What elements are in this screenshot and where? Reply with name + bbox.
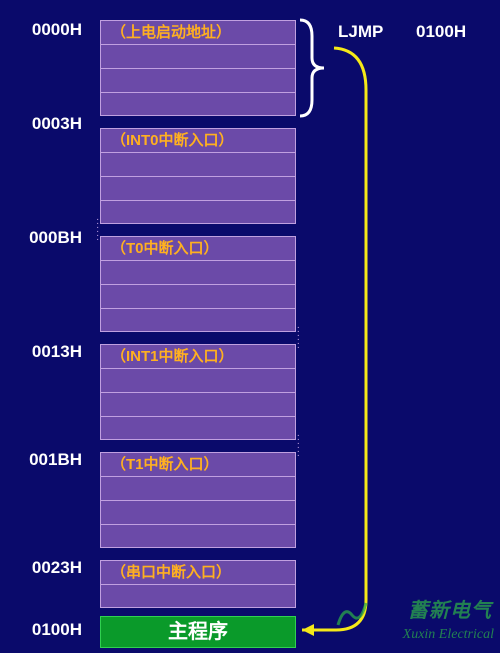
memory-cell-label: （INT0中断入口）: [100, 128, 296, 152]
watermark-en: Xuxin Electrical: [403, 627, 494, 643]
brace-icon: [298, 18, 328, 118]
memory-cell-empty: [100, 524, 296, 548]
addr-0000: 0000H: [12, 20, 82, 40]
diagram-root: 0000H 0003H 000BH 0013H 001BH 0023H 0100…: [0, 0, 500, 653]
memory-cell-label: （INT1中断入口）: [100, 344, 296, 368]
addr-0023: 0023H: [12, 558, 82, 578]
memory-cell-empty: [100, 260, 296, 284]
memory-cell-label: （上电启动地址）: [100, 20, 296, 44]
memory-cell-empty: [100, 68, 296, 92]
addr-0003: 0003H: [12, 114, 82, 134]
memory-column: （上电启动地址）（INT0中断入口）······（T0中断入口）······（I…: [100, 20, 296, 608]
instruction-mnemonic: LJMP: [338, 22, 383, 42]
memory-gap: [100, 548, 296, 560]
memory-cell-empty: [100, 284, 296, 308]
memory-gap: ······: [100, 440, 296, 452]
main-program-box: 主程序: [100, 616, 296, 648]
memory-cell-empty: [100, 92, 296, 116]
memory-gap: ······: [100, 224, 296, 236]
memory-cell-empty: [100, 44, 296, 68]
ellipsis-dots: ···: [297, 338, 300, 350]
memory-cell-empty: [100, 152, 296, 176]
memory-cell-empty: [100, 308, 296, 332]
memory-cell-empty: [100, 392, 296, 416]
addr-0100: 0100H: [12, 620, 82, 640]
memory-cell-empty: [100, 368, 296, 392]
memory-cell-empty: [100, 584, 296, 608]
memory-cell-empty: [100, 176, 296, 200]
memory-gap: [100, 116, 296, 128]
memory-gap: ······: [100, 332, 296, 344]
watermark-icon: [334, 599, 370, 629]
memory-cell-empty: [100, 416, 296, 440]
instruction-operand: 0100H: [416, 22, 466, 42]
ellipsis-dots: ···: [297, 446, 300, 458]
memory-cell-empty: [100, 200, 296, 224]
memory-cell-label: （串口中断入口）: [100, 560, 296, 584]
memory-cell-label: （T0中断入口）: [100, 236, 296, 260]
watermark-cn: 蓄新电气: [408, 594, 492, 623]
addr-0013: 0013H: [12, 342, 82, 362]
memory-cell-label: （T1中断入口）: [100, 452, 296, 476]
addr-001B: 001BH: [12, 450, 82, 470]
memory-cell-empty: [100, 476, 296, 500]
ellipsis-dots: ···: [96, 230, 99, 242]
addr-000B: 000BH: [12, 228, 82, 248]
memory-cell-empty: [100, 500, 296, 524]
